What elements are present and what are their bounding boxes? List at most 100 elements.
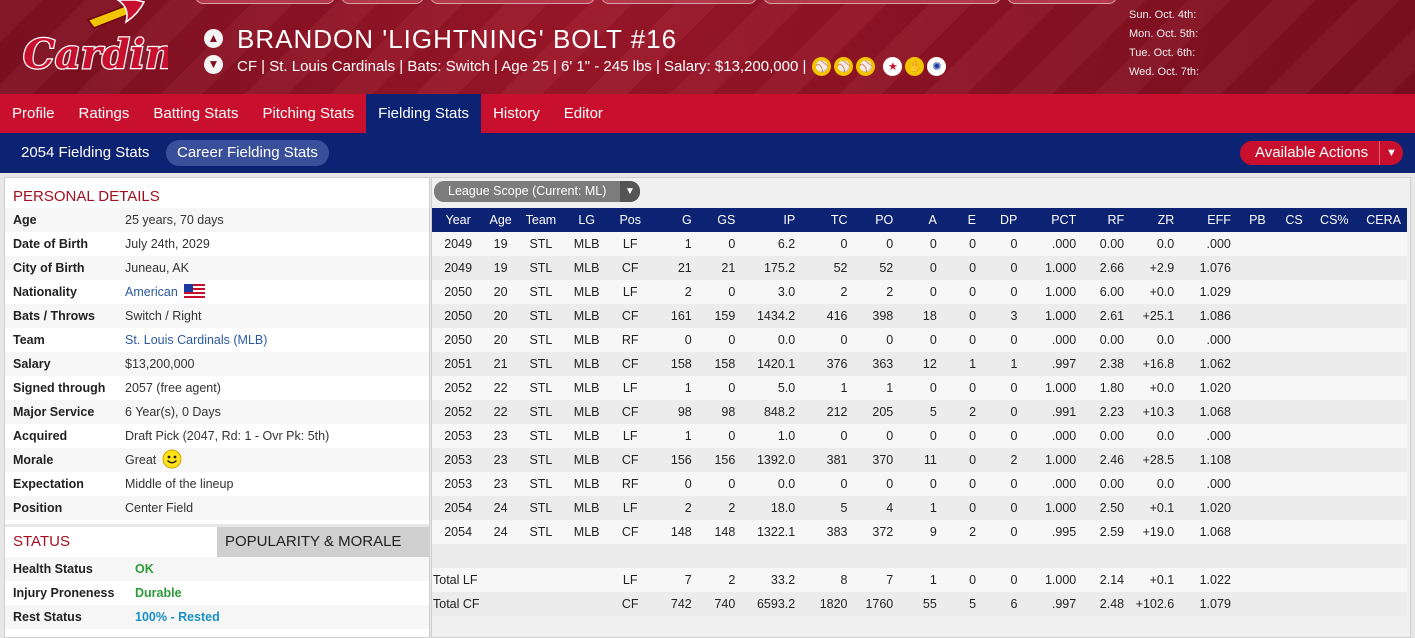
subtab-career-fielding[interactable]: Career Fielding Stats xyxy=(166,140,329,166)
table-cell: 19 xyxy=(484,232,517,256)
column-header[interactable]: GS xyxy=(697,208,742,232)
table-cell: CF xyxy=(608,520,652,544)
next-player-button[interactable]: ▼ xyxy=(204,55,223,74)
table-cell: LF xyxy=(608,280,652,304)
table-row[interactable]: 2053 23 STL MLB CF 156 156 1392.0 381 370 11 0 2 1.00… xyxy=(432,448,1407,472)
table-row[interactable]: 2050 20 STL MLB RF 0 0 0.0 0 0 0 0 0.000 0.00 0.0.000 xyxy=(432,328,1407,352)
available-actions-button[interactable]: Available Actions ▼ xyxy=(1240,141,1403,165)
column-header[interactable]: Pos xyxy=(608,208,652,232)
column-header[interactable]: CS% xyxy=(1308,208,1355,232)
table-cell xyxy=(1354,568,1407,592)
tab-ratings[interactable]: Ratings xyxy=(78,105,130,122)
detail-value-text[interactable]: American xyxy=(125,285,178,299)
personal-details-panel: PERSONAL DETAILS Age 25 years, 70 days Dat… xyxy=(4,177,430,638)
detail-value: Switch / Right xyxy=(125,309,201,323)
detail-value[interactable]: St. Louis Cardinals (MLB) xyxy=(125,333,267,347)
detail-row: Team St. Louis Cardinals (MLB) xyxy=(5,328,429,352)
table-row[interactable]: 2052 22 STL MLB LF 1 0 5.0 1 1 0 0 0 1.000 1.80 +0.0 1.0… xyxy=(432,376,1407,400)
player-info-line: CF | St. Louis Cardinals | Bats: Switch … xyxy=(237,57,947,76)
table-cell: 1.029 xyxy=(1180,280,1237,304)
top-tab[interactable] xyxy=(195,0,335,4)
table-row[interactable]: 2053 23 STL MLB LF 1 0 1.0 0 0 0 0 0.000 0.00 0.0.000 xyxy=(432,424,1407,448)
column-header[interactable]: CS xyxy=(1271,208,1309,232)
table-row[interactable]: 2054 24 STL MLB LF 2 2 18.0 5 4 1 0 0 1.000 2.50 +0.1 1.… xyxy=(432,496,1407,520)
table-row[interactable]: 2050 20 STL MLB LF 2 0 3.0 2 2 0 0 0 1.000 6.00 +0.0 1.0… xyxy=(432,280,1407,304)
column-header[interactable]: IP xyxy=(741,208,802,232)
table-row[interactable]: 2049 19 STL MLB CF 21 21 175.2 52 52 0 0 0 1.000 2.66 +… xyxy=(432,256,1407,280)
table-cell: 2.48 xyxy=(1082,592,1131,616)
table-row[interactable]: 2054 24 STL MLB CF 148 148 1322.1 383 372 9 2 0.995 2… xyxy=(432,520,1407,544)
column-header[interactable]: LG xyxy=(564,208,609,232)
smiley-icon xyxy=(162,449,182,472)
column-header[interactable]: Year xyxy=(432,208,485,232)
totals-label: Total LF xyxy=(432,568,609,592)
detail-value-text[interactable]: St. Louis Cardinals (MLB) xyxy=(125,333,268,347)
tab-history[interactable]: History xyxy=(493,105,540,122)
table-row[interactable]: 2051 21 STL MLB CF 158 158 1420.1 376 363 12 1 1.997… xyxy=(432,352,1407,376)
table-cell: 0.00 xyxy=(1082,472,1131,496)
column-header[interactable]: PB xyxy=(1236,208,1272,232)
table-row[interactable]: 2052 22 STL MLB CF 98 98 848.2 212 205 5 2 0.991 2.23… xyxy=(432,400,1407,424)
tab-fielding-stats[interactable]: Fielding Stats xyxy=(366,94,482,133)
table-cell: 1.020 xyxy=(1180,376,1237,400)
subtab-season-fielding[interactable]: 2054 Fielding Stats xyxy=(21,144,150,161)
table-cell xyxy=(1271,448,1309,472)
table-row[interactable]: 2050 20 STL MLB CF 161 159 1434.2 416 398 18 0 3 1.00… xyxy=(432,304,1407,328)
table-cell: 20 xyxy=(484,328,517,352)
column-header[interactable]: PO xyxy=(853,208,900,232)
table-cell: 1 xyxy=(853,376,900,400)
tab-editor[interactable]: Editor xyxy=(563,105,603,122)
tab-batting-stats[interactable]: Batting Stats xyxy=(153,105,239,122)
column-header[interactable]: TC xyxy=(801,208,854,232)
table-row[interactable]: 2053 23 STL MLB RF 0 0 0.0 0 0 0 0 0.000 0.00 0.0.000 xyxy=(432,472,1407,496)
top-tab[interactable] xyxy=(430,0,595,4)
tab-status[interactable]: STATUS xyxy=(5,527,217,557)
table-cell: 205 xyxy=(853,400,900,424)
previous-player-button[interactable]: ▲ xyxy=(204,29,223,48)
table-row[interactable]: 2049 19 STL MLB LF 1 0 6.2 0 0 0 0 0.000 0.00 0.0.000 xyxy=(432,232,1407,256)
table-cell: MLB xyxy=(564,232,609,256)
column-header[interactable]: Age xyxy=(484,208,517,232)
table-cell xyxy=(1308,568,1355,592)
table-cell: CF xyxy=(608,448,652,472)
column-header[interactable]: ZR xyxy=(1130,208,1181,232)
status-value: OK xyxy=(135,562,154,576)
table-cell: 0 xyxy=(942,568,983,592)
top-tab[interactable] xyxy=(341,0,424,4)
chevron-down-icon[interactable]: ▼ xyxy=(1379,141,1403,165)
table-header-row: Year Age Team LG Pos G GS IP TC PO A E DP PCT RF ZR EFF P… xyxy=(432,208,1407,232)
column-header[interactable]: PCT xyxy=(1023,208,1083,232)
tab-popularity-morale[interactable]: POPULARITY & MORALE xyxy=(217,527,429,557)
detail-label: Nationality xyxy=(13,285,77,299)
table-cell: 158 xyxy=(697,352,742,376)
column-header[interactable]: EFF xyxy=(1180,208,1237,232)
top-tab[interactable] xyxy=(1007,0,1117,4)
table-cell: 0 xyxy=(942,328,983,352)
chevron-down-icon[interactable]: ▼ xyxy=(620,181,640,202)
table-cell: 0 xyxy=(899,424,943,448)
column-header[interactable]: CERA xyxy=(1354,208,1407,232)
column-header[interactable]: Team xyxy=(516,208,565,232)
detail-value[interactable]: American xyxy=(125,283,205,301)
column-header[interactable]: E xyxy=(942,208,983,232)
top-tab[interactable] xyxy=(601,0,757,4)
table-cell xyxy=(1308,496,1355,520)
table-cell: 1.020 xyxy=(1180,496,1237,520)
table-cell: 2 xyxy=(942,400,983,424)
table-cell: 6.00 xyxy=(1082,280,1131,304)
table-cell xyxy=(1236,400,1272,424)
detail-label: City of Birth xyxy=(13,261,85,275)
column-header[interactable]: RF xyxy=(1082,208,1131,232)
table-cell xyxy=(1308,472,1355,496)
column-header[interactable]: DP xyxy=(982,208,1024,232)
table-cell: 1.079 xyxy=(1180,592,1237,616)
table-cell: MLB xyxy=(564,472,609,496)
league-scope-dropdown[interactable]: League Scope (Current: ML) ▼ xyxy=(434,181,640,202)
column-header[interactable]: A xyxy=(899,208,943,232)
column-header[interactable]: G xyxy=(652,208,698,232)
top-tab[interactable] xyxy=(763,0,1001,4)
totals-row[interactable]: Total CF CF 742 740 6593.2 1820 1760 55 5 6.997 2.… xyxy=(432,592,1407,616)
tab-profile[interactable]: Profile xyxy=(12,105,55,122)
totals-row[interactable]: Total LF LF 7 2 33.2 8 7 1 0 0 1.000 2.14 +0.1 1.022 xyxy=(432,568,1407,592)
tab-pitching-stats[interactable]: Pitching Stats xyxy=(262,105,355,122)
